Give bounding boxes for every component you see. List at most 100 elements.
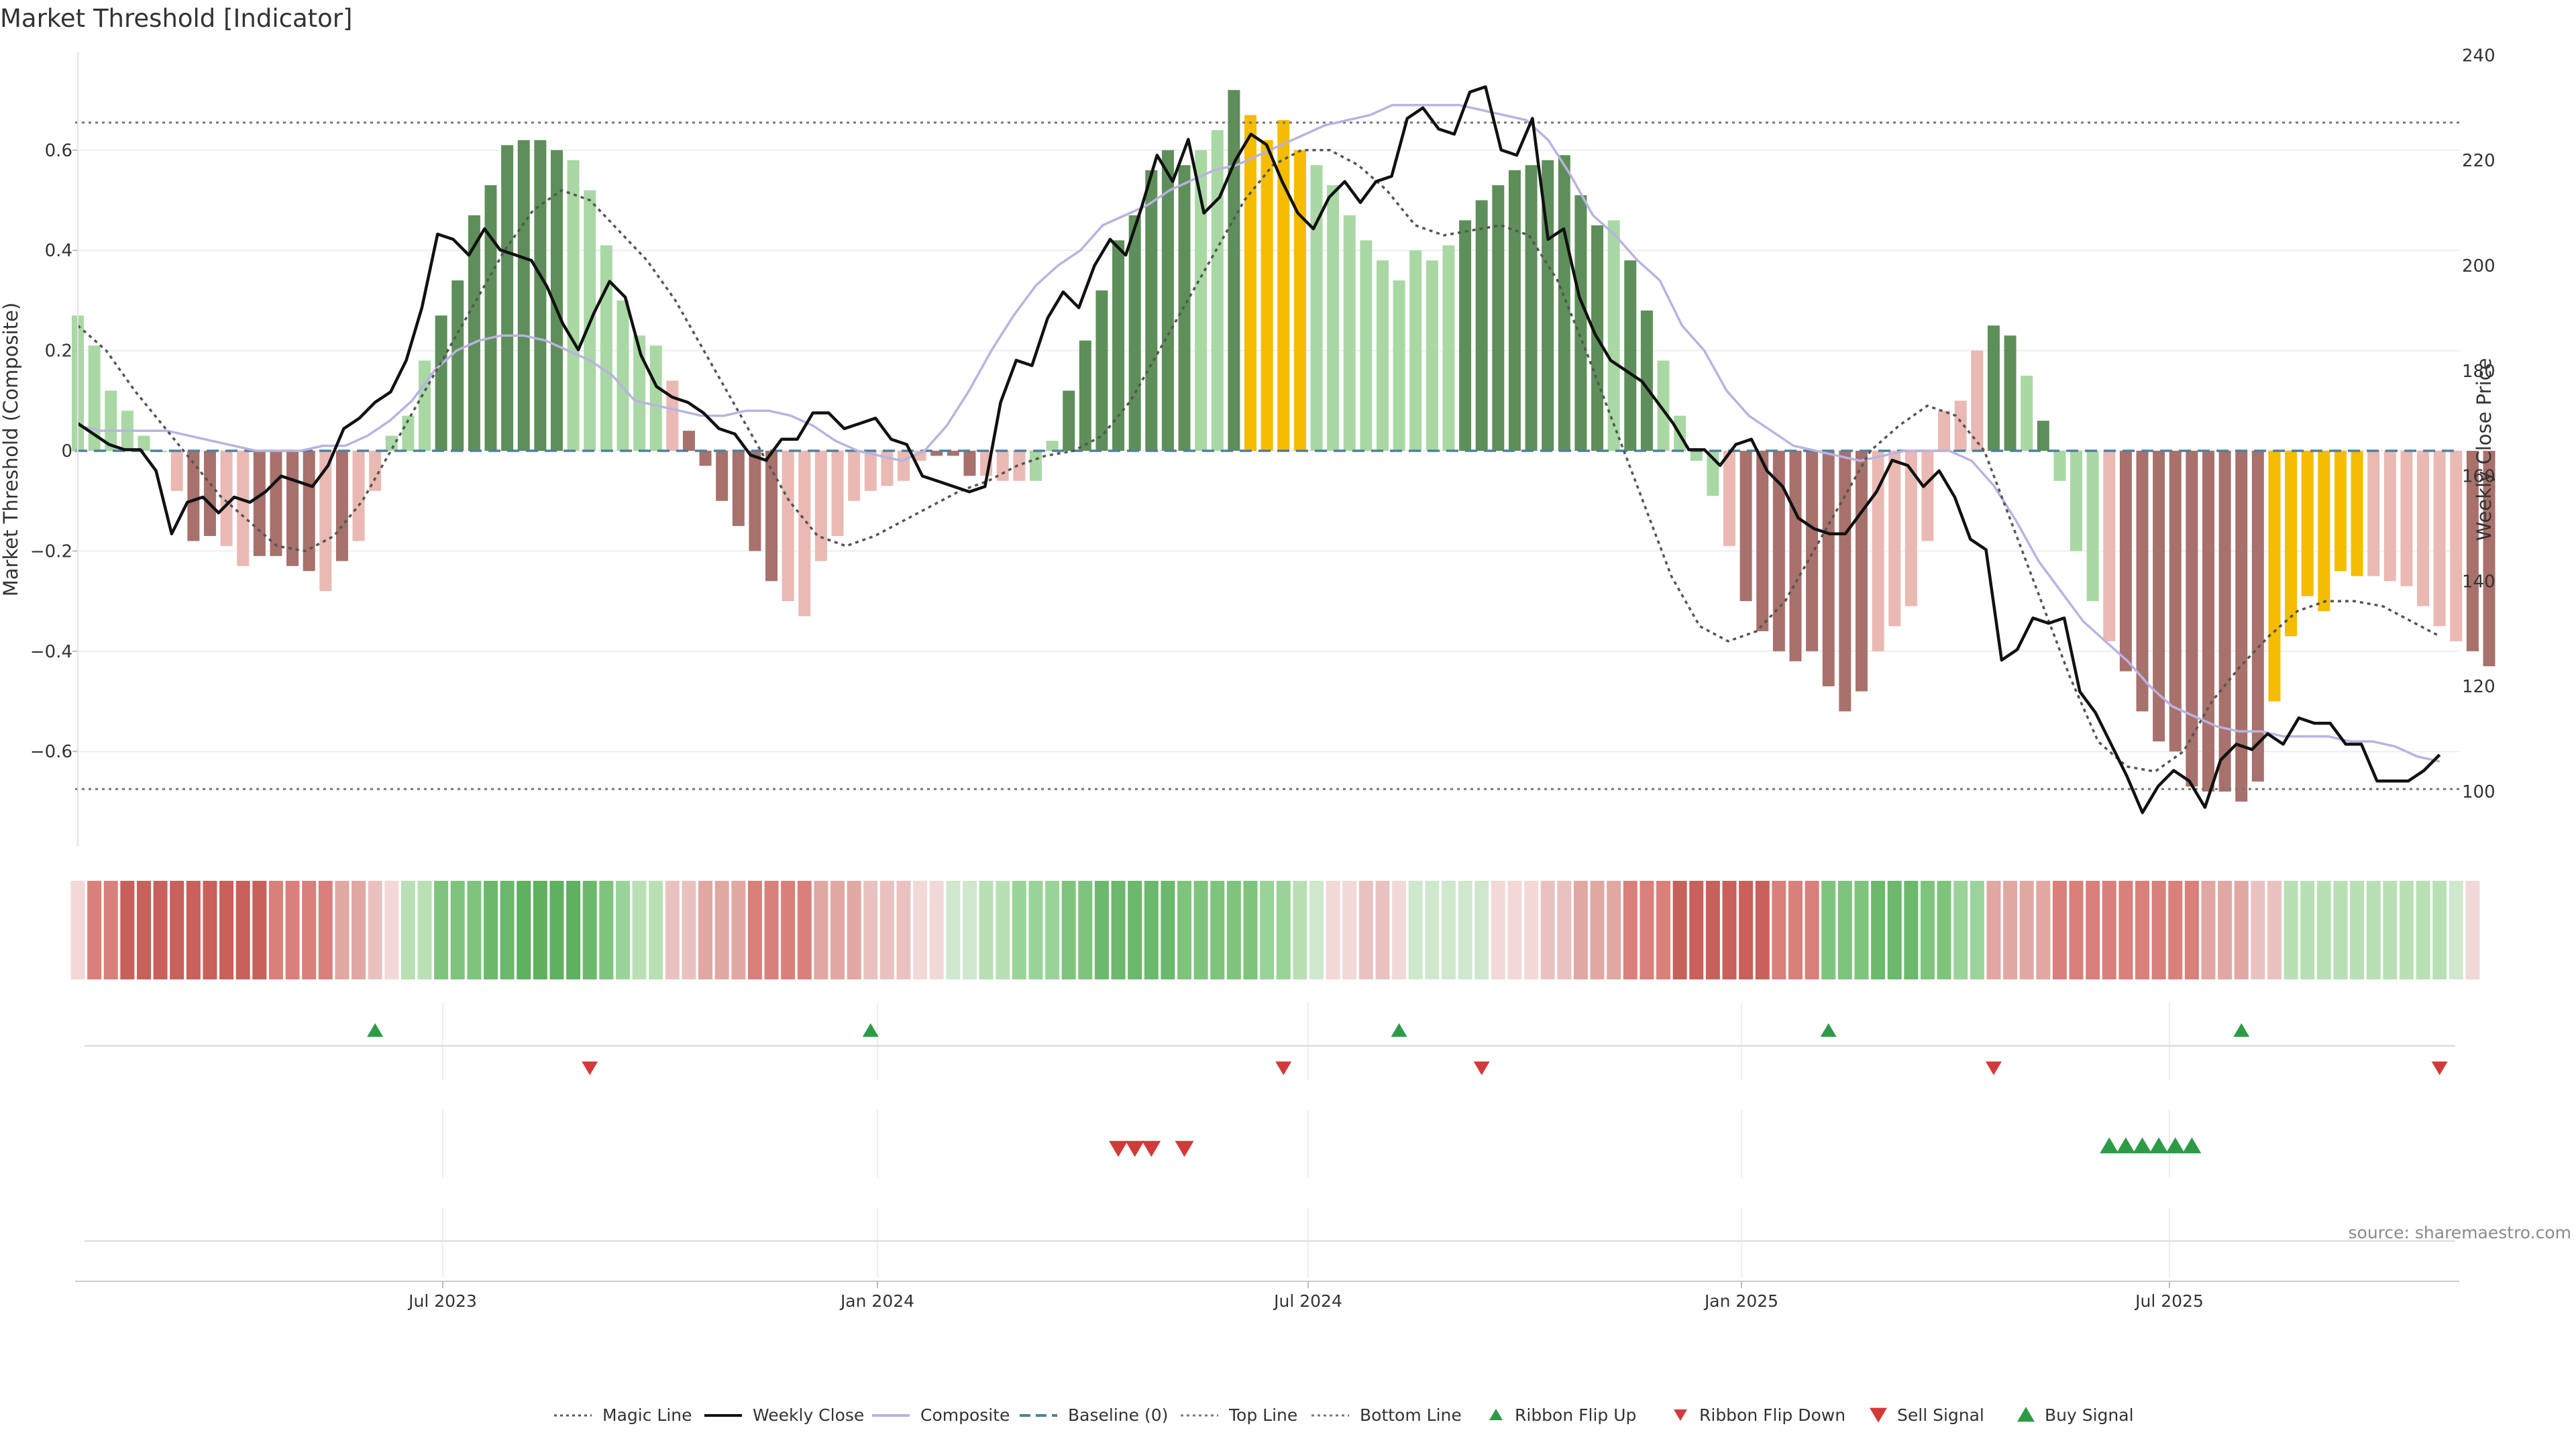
composite-bar [699,451,712,466]
ribbon-cell [87,881,102,979]
composite-bar [319,451,332,592]
ribbon-cell [533,881,547,979]
ribbon-cell [2284,881,2298,979]
ribbon-cell [1210,881,1225,979]
legend-label: Baseline (0) [1068,1405,1168,1425]
composite-bar [1607,220,1620,451]
composite-bar [1360,240,1373,451]
composite-bar [419,360,431,451]
ribbon-cell [847,881,861,979]
composite-bar [2186,451,2198,787]
composite-bar [1343,215,1356,451]
composite-bar [303,451,315,572]
ribbon-cell [2350,881,2365,979]
ribbon-cell [1755,881,1770,979]
buy-signal-marker [2100,1137,2119,1154]
x-tick-label: Jul 2025 [2134,1291,2204,1311]
ribbon-cell [1887,881,1902,979]
composite-bar [1095,290,1108,451]
ribbon-cell [2251,881,2265,979]
ribbon-cell [235,881,250,979]
composite-bar [567,160,580,451]
composite-bar [220,451,233,546]
ribbon-cell [2069,881,2084,979]
legend-label: Ribbon Flip Down [1699,1405,1845,1425]
ribbon-cell [2036,881,2051,979]
ribbon-cell [368,881,382,979]
legend-label: Ribbon Flip Up [1515,1405,1636,1425]
composite-bar [2037,421,2049,451]
composite-bar [2318,451,2330,612]
ribbon-cell [1491,881,1505,979]
composite-bar [385,435,398,451]
composite-bar [253,451,266,556]
ribbon-cell [450,881,465,979]
ribbon-cell [1094,881,1109,979]
buy-signal-marker [2116,1137,2135,1154]
ribbon-cell [1623,881,1638,979]
ribbon-cell [1920,881,1935,979]
composite-bar [1739,451,1752,602]
chart-title: Market Threshold [Indicator] [0,4,352,33]
ribbon-cell [1342,881,1357,979]
y-axis-left: 0.6 0.4 0.2 0 −0.2 −0.4 −0.6 [30,52,78,847]
composite-bar [484,185,497,451]
ribbon-cell [517,881,531,979]
composite-bar [1839,451,1851,712]
ribbon-cell [285,881,300,979]
composite-bar [1277,119,1290,451]
ribbon-cell [467,881,482,979]
composite-bar [1046,441,1059,451]
ribbon-cell [549,881,564,979]
ribbon-cell [2102,881,2116,979]
composite-bar [1904,451,1917,606]
composite-bar [782,451,794,602]
composite-bar [814,451,827,561]
ribbon-cell [384,881,399,979]
ribbon-cell [1937,881,1951,979]
composite-bar [2119,451,2132,672]
ribbon-cell [1788,881,1803,979]
composite-bar [864,451,877,491]
ribbon-cell [1821,881,1836,979]
composite-bar [1772,451,1785,651]
ribbon-cell [335,881,350,979]
composite-bar [1971,350,1984,451]
composite-bar [2153,451,2165,742]
ribbon-cell [2333,881,2348,979]
composite-bar [1921,451,1934,541]
ribbon-cell [1078,881,1093,979]
composite-bar [1310,165,1323,451]
source-label: source: sharemaestro.com [2349,1223,2572,1242]
y-tick-label: −0.4 [30,642,72,662]
ribbon-cell [1524,881,1539,979]
ribbon-cell [2465,881,2480,979]
composite-bar [798,451,811,616]
ribbon-flip-up-marker [862,1023,879,1037]
composite-bar [170,451,183,491]
composite-bar [2235,451,2248,802]
ribbon-cell [665,881,680,979]
ribbon-cell [170,881,184,979]
composite-bar [881,451,894,486]
ribbon-cell [1507,881,1522,979]
composite-bar [749,451,761,551]
ribbon-cell [1161,881,1175,979]
composite-bar [2136,451,2149,712]
ribbon-cell [1689,881,1704,979]
y2-tick-label: 100 [2462,782,2496,802]
ribbon-cell [1739,881,1754,979]
threshold-lines [75,121,2459,790]
x-tick-label: Jul 2024 [1273,1291,1342,1311]
legend-swatch [2017,1407,2035,1422]
composite-bar [1542,160,1554,451]
composite-bar [1426,260,1438,451]
ribbon-cell [913,881,928,979]
ribbon-cell [714,881,729,979]
x-axis: Jul 2023 Jan 2024 Jul 2024 Jan 2025 Jul 2025 [75,1281,2459,1311]
ribbon-cell [2052,881,2067,979]
composite-bar [898,451,910,481]
composite-bar [616,300,629,451]
composite-bar [2285,451,2298,637]
